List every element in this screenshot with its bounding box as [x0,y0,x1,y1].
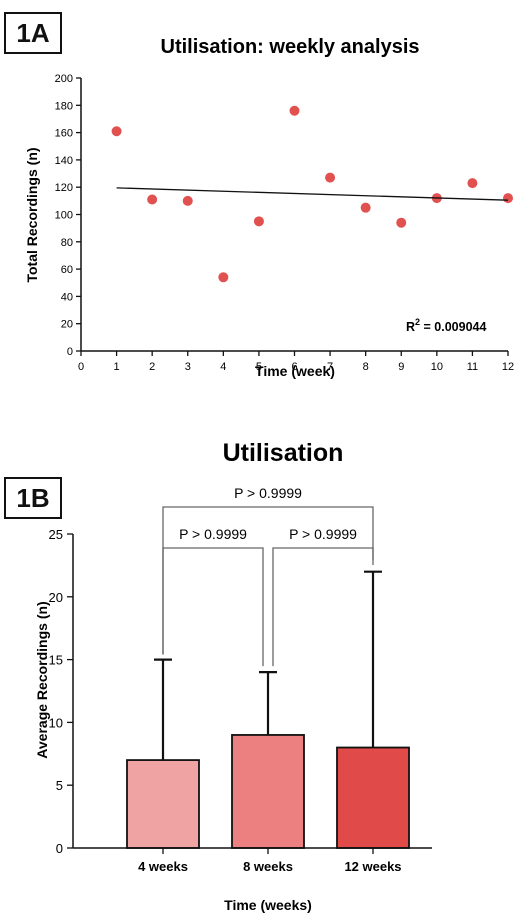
x-tick-label: 1 [114,361,120,373]
y-tick-label: 10 [49,715,63,730]
x-tick-label: 9 [398,361,404,373]
x-tick-label: 12 [502,361,514,373]
y-tick-label: 140 [55,155,73,167]
y-axis-title-1a: Total Recordings (n) [24,147,40,282]
panel-label-1b: 1B [4,477,62,519]
y-tick-label: 160 [55,128,73,140]
chart-title-1a: Utilisation: weekly analysis [161,36,420,58]
bar [231,734,305,849]
data-point [147,194,158,205]
y-tick-label: 120 [55,182,73,194]
data-point [325,172,336,183]
y-tick-label: 0 [67,346,73,358]
x-tick-label: 2 [149,361,155,373]
data-point [360,202,371,213]
y-tick-label: 80 [61,237,73,249]
x-tick-label: 8 [363,361,369,373]
r-squared-annotation: R2 = 0.009044 [406,317,486,334]
bar [336,746,410,849]
y-tick-label: 5 [56,778,63,793]
x-tick-label: 11 [467,361,478,373]
trendline [116,187,509,201]
y-axis-title-1b: Average Recordings (n) [34,601,50,758]
significance-bracket [162,547,264,667]
bar [126,759,200,849]
panel-label-1a: 1A [4,12,62,54]
scatter-chart-1a: Utilisation: weekly analysis 02040608010… [24,36,514,379]
p-value-label: P > 0.9999 [179,526,247,542]
x-tick-label: 10 [431,361,443,373]
data-point [467,178,478,189]
significance-bracket [272,547,374,667]
data-point [111,126,122,137]
x-axis-title-1b: Time (weeks) [224,897,312,913]
p-value-label: P > 0.9999 [289,526,357,542]
y-tick-label: 20 [61,319,73,331]
category-label: 8 weeks [243,859,293,874]
y-tick-label: 25 [49,527,63,542]
data-point [218,272,229,283]
x-tick-label: 6 [291,361,297,373]
category-label: 4 weeks [138,859,188,874]
y-tick-label: 100 [55,210,73,222]
data-point [253,216,264,227]
x-tick-label: 0 [78,361,84,373]
data-point [289,105,300,116]
y-tick-label: 15 [49,653,63,668]
category-label: 12 weeks [344,859,401,874]
x-axis-title-1a: Time (week) [255,363,335,379]
chart-title-1b: Utilisation [223,439,344,467]
p-value-label: P > 0.9999 [234,485,302,501]
x-tick-label: 5 [256,361,262,373]
y-tick-label: 0 [56,841,63,856]
x-tick-label: 7 [327,361,333,373]
x-tick-label: 3 [185,361,191,373]
y-tick-label: 20 [49,590,63,605]
data-point [396,217,407,228]
y-tick-label: 180 [55,100,73,112]
y-tick-label: 40 [61,291,73,303]
y-tick-label: 200 [55,73,73,85]
x-tick-label: 4 [220,361,226,373]
data-point [182,195,193,206]
y-tick-label: 60 [61,264,73,276]
